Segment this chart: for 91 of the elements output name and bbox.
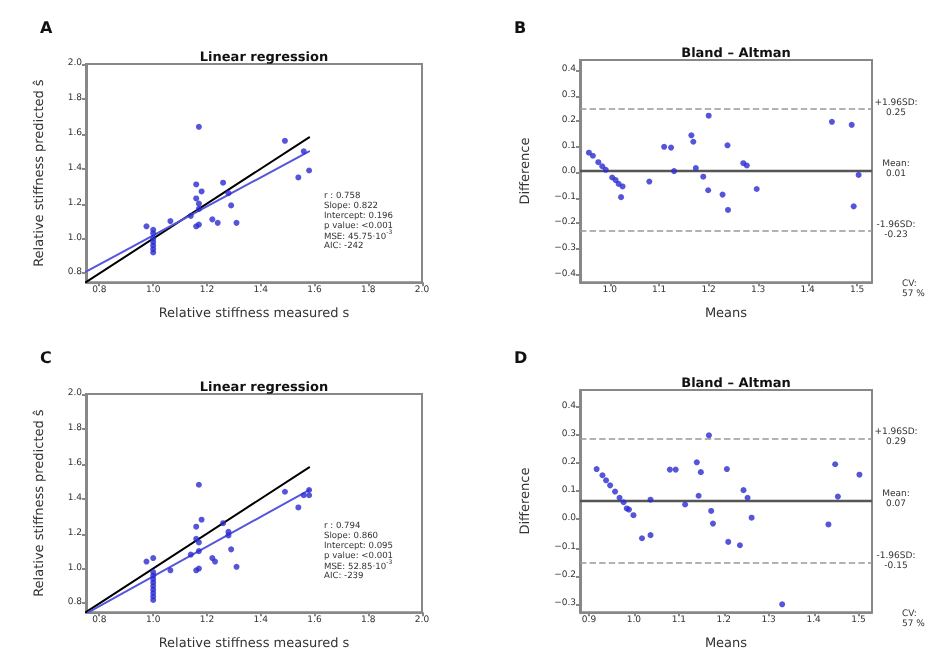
point — [195, 481, 202, 488]
point — [744, 494, 751, 501]
point — [603, 477, 610, 484]
point — [825, 521, 832, 528]
point — [668, 144, 675, 151]
point — [705, 112, 712, 119]
point — [585, 149, 592, 156]
point — [740, 487, 747, 494]
text: A — [40, 19, 54, 37]
point — [700, 173, 707, 180]
point — [828, 118, 835, 125]
point — [725, 538, 732, 545]
point — [228, 202, 235, 209]
point — [225, 190, 232, 197]
point — [281, 137, 288, 144]
point — [708, 507, 715, 514]
point — [753, 185, 760, 192]
point — [682, 501, 689, 508]
point — [620, 499, 627, 506]
point — [690, 138, 697, 145]
point — [198, 516, 205, 523]
point — [661, 143, 668, 150]
point — [705, 187, 712, 194]
point — [593, 466, 600, 473]
point — [736, 542, 743, 549]
point — [630, 512, 637, 519]
point — [671, 168, 678, 175]
point — [300, 492, 307, 499]
point — [595, 159, 602, 166]
point — [195, 200, 202, 207]
text: C — [40, 349, 52, 367]
point — [695, 492, 702, 499]
point — [723, 466, 730, 473]
point — [193, 195, 200, 202]
text: B — [514, 19, 527, 37]
point — [709, 520, 716, 527]
point — [705, 432, 712, 439]
point — [639, 535, 645, 542]
point — [618, 194, 625, 201]
point — [848, 121, 855, 128]
point — [672, 466, 679, 473]
point — [719, 191, 726, 198]
point — [143, 558, 150, 565]
point — [832, 461, 839, 468]
point — [647, 532, 654, 539]
point — [220, 179, 227, 186]
point — [693, 459, 700, 466]
point — [187, 212, 194, 219]
point — [697, 469, 704, 476]
text: D — [514, 349, 528, 367]
point — [779, 601, 786, 608]
point — [666, 466, 673, 473]
point — [228, 546, 235, 553]
point — [281, 488, 288, 495]
point — [856, 471, 863, 478]
point — [612, 488, 619, 495]
point — [150, 555, 157, 562]
point — [855, 171, 862, 178]
point — [193, 181, 200, 188]
point — [195, 548, 202, 555]
point — [724, 206, 731, 213]
point — [214, 219, 221, 226]
point — [306, 492, 313, 499]
point — [193, 523, 200, 530]
point — [187, 551, 194, 558]
point — [748, 514, 755, 521]
point — [167, 218, 174, 225]
point — [602, 166, 609, 173]
point — [220, 520, 227, 527]
point — [589, 152, 596, 159]
point — [167, 567, 174, 574]
point — [724, 142, 731, 149]
point — [688, 132, 695, 139]
point — [850, 203, 857, 210]
point — [306, 487, 313, 494]
point — [295, 504, 302, 511]
point — [295, 174, 302, 181]
point — [209, 216, 216, 223]
point — [195, 123, 202, 130]
point — [300, 148, 307, 155]
point — [233, 219, 240, 226]
point — [195, 205, 202, 212]
point — [834, 493, 841, 500]
point — [198, 188, 205, 195]
point — [599, 472, 606, 479]
point — [692, 165, 699, 172]
point — [306, 167, 313, 174]
point — [607, 482, 614, 489]
point — [233, 563, 240, 570]
point — [599, 163, 606, 170]
point — [616, 494, 623, 501]
